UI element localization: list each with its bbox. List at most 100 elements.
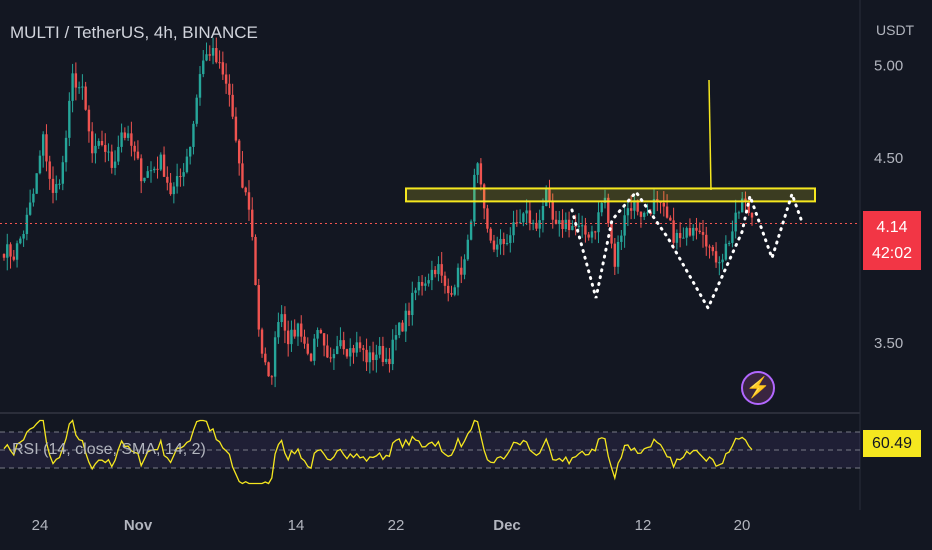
candle-body	[688, 228, 692, 236]
candle-body	[313, 338, 316, 361]
candle-body	[218, 62, 221, 64]
candle-body	[518, 222, 522, 224]
candle-body	[669, 217, 672, 221]
candle-body	[414, 290, 417, 293]
candle-body	[241, 163, 244, 188]
candle-body	[388, 358, 391, 365]
candle-body	[404, 310, 407, 332]
candle-body	[561, 220, 564, 229]
candle-body	[535, 222, 538, 229]
annotations	[0, 79, 860, 312]
candle-body	[554, 219, 558, 224]
candle-body	[192, 123, 195, 147]
candle-body	[499, 238, 502, 245]
candle-body	[597, 212, 600, 233]
candle-body	[244, 187, 247, 193]
candle-body	[469, 221, 473, 240]
candle-body	[41, 134, 45, 156]
candle-body	[169, 182, 172, 195]
candle-body	[633, 200, 636, 211]
rsi-indicator-label[interactable]: RSI (14, close, SMA, 14, 2)	[12, 441, 206, 458]
candle-body	[90, 131, 94, 154]
candle-body	[55, 184, 58, 193]
candle-body	[349, 348, 352, 357]
candle-body	[342, 340, 345, 350]
candle-body	[296, 323, 300, 337]
candle-body	[156, 168, 159, 170]
candle-body	[600, 202, 603, 213]
candle-body	[394, 335, 398, 340]
candle-body	[153, 168, 156, 171]
candle-body	[672, 220, 675, 243]
candle-body	[574, 225, 577, 227]
candle-body	[224, 74, 228, 84]
candle-body	[695, 227, 698, 231]
candle-body	[35, 173, 38, 194]
candle-body	[567, 219, 571, 231]
candle-body	[64, 137, 68, 163]
time-tick-label: Nov	[124, 517, 153, 534]
candle-body	[87, 109, 91, 132]
lightning-icon[interactable]: ⚡	[741, 371, 775, 405]
candle-body	[747, 201, 750, 213]
candle-body	[391, 339, 394, 365]
candle-body	[492, 240, 496, 250]
candle-body	[345, 349, 349, 357]
candle-body	[662, 202, 666, 207]
candle-body	[629, 208, 633, 211]
candle-body	[620, 235, 623, 242]
candle-body	[698, 230, 701, 233]
price-axis-currency: USDT	[876, 22, 915, 38]
candle-body	[329, 357, 332, 359]
candle-body	[332, 354, 336, 359]
candle-body	[437, 264, 440, 275]
candle-body	[293, 329, 296, 337]
candle-body	[456, 267, 460, 288]
candle-body	[316, 330, 319, 339]
candle-body	[355, 342, 358, 353]
candle-body	[463, 259, 466, 275]
candle-body	[179, 176, 182, 178]
candle-body	[12, 256, 15, 260]
candle-body	[136, 151, 140, 159]
candle-body	[162, 154, 166, 177]
candle-body	[104, 145, 107, 152]
candle-body	[590, 231, 594, 238]
candle-body	[84, 86, 87, 110]
candle-body	[326, 345, 329, 358]
candle-body	[195, 97, 198, 124]
candle-body	[2, 254, 6, 258]
candle-body	[453, 287, 456, 295]
resistance-zone	[405, 187, 816, 203]
candle-body	[440, 264, 443, 276]
candle-body	[378, 346, 381, 355]
candle-body	[476, 163, 479, 175]
candle-body	[473, 174, 476, 222]
candle-body	[286, 330, 290, 345]
candle-body	[531, 222, 535, 224]
candle-body	[61, 162, 64, 184]
candle-body	[737, 212, 741, 214]
candle-body	[198, 74, 202, 98]
rsi-line	[3, 419, 753, 485]
candle-body	[231, 94, 234, 117]
candle-body	[205, 54, 208, 61]
time-tick-label: 14	[288, 517, 305, 534]
candle-body	[548, 189, 551, 202]
candle-body	[172, 186, 176, 195]
price-tick-label: 4.50	[874, 150, 903, 167]
time-tick-label: 20	[734, 517, 751, 534]
rsi-value-tag: 60.49	[863, 430, 921, 457]
candle-body	[202, 60, 205, 75]
candle-body	[335, 346, 339, 355]
candle-body	[551, 201, 554, 220]
candle-body	[107, 151, 110, 153]
candle-body	[237, 140, 241, 164]
candle-body	[724, 243, 728, 260]
candle-body	[300, 323, 303, 337]
candle-body	[528, 210, 532, 224]
candle-body	[270, 376, 274, 378]
candle-body	[584, 225, 587, 235]
candle-body	[607, 197, 610, 224]
